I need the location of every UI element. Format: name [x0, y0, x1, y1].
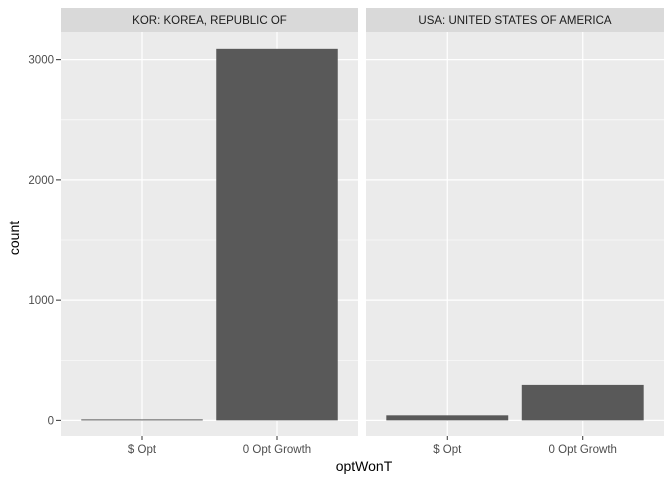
bar	[216, 48, 338, 421]
facet-panels: KOR: KOREA, REPUBLIC OF $ Opt 0 Opt Growth…	[61, 8, 664, 456]
y-tick-label: 0	[48, 415, 54, 427]
y-axis: 0 1000 2000 3000	[28, 55, 61, 427]
y-axis-title: count	[6, 221, 22, 255]
facet-panel: USA: UNITED STATES OF AMERICA $ Opt 0 Opt …	[366, 8, 664, 456]
bar	[386, 415, 509, 421]
facet-strip-label: USA: UNITED STATES OF AMERICA	[418, 15, 612, 27]
x-tick-label: 0 Opt Growth	[243, 444, 311, 456]
y-tick-label: 1000	[28, 295, 54, 307]
facet-strip	[61, 8, 358, 32]
bar	[521, 384, 644, 421]
y-tick-label: 3000	[28, 55, 54, 67]
facet-strip-label: KOR: KOREA, REPUBLIC OF	[132, 15, 287, 27]
facet-panel: KOR: KOREA, REPUBLIC OF $ Opt 0 Opt Growth	[61, 8, 358, 456]
facet-strip	[366, 8, 664, 32]
x-tick-label: $ Opt	[128, 444, 157, 456]
x-tick-label: 0 Opt Growth	[549, 444, 617, 456]
panel-background	[366, 32, 664, 436]
x-tick-label: $ Opt	[433, 444, 462, 456]
y-tick-label: 2000	[28, 175, 54, 187]
x-axis-title: optWonT	[336, 458, 393, 474]
bar	[81, 419, 203, 421]
